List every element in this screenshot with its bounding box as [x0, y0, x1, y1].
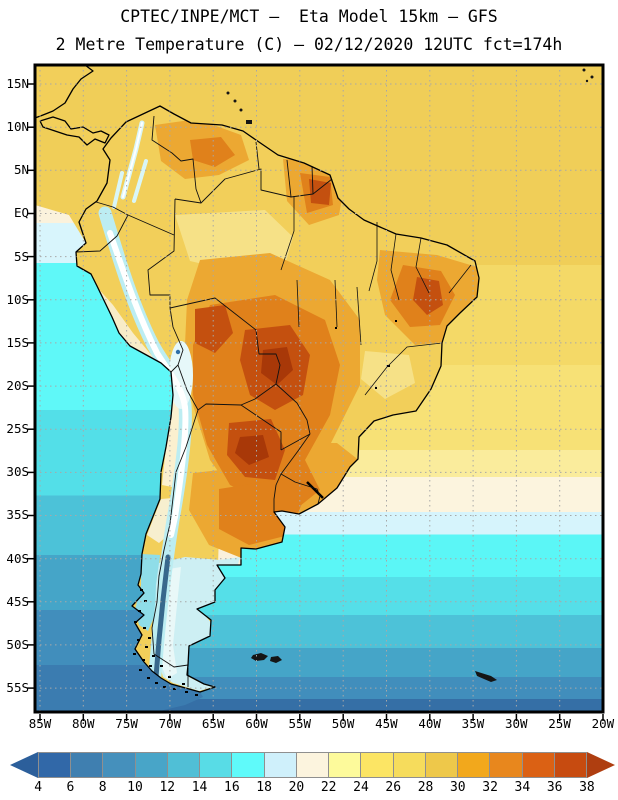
lon-label: 25W: [548, 716, 571, 731]
lat-label: 5N: [13, 162, 29, 178]
colorbar-tick-label: 18: [256, 780, 272, 795]
lat-label: 45S: [6, 593, 29, 609]
coastline: [34, 64, 480, 693]
title-line-2: 2 Metre Temperature (C) — 02/12/2020 12U…: [55, 35, 563, 54]
colorbar-tick-label: 24: [353, 780, 369, 795]
country-borders: [75, 115, 333, 687]
colorbar-tick-label: 38: [579, 780, 595, 795]
cape-verde-islands: [582, 68, 586, 72]
lon-label: 80W: [72, 716, 95, 731]
colorbar-segment: [521, 753, 554, 777]
colorbar-labels: 4 6 8 10 12 14 16 18 20 22 24 26 28 30 32 34 36 38: [22, 780, 603, 796]
colorbar-tick-label: 20: [288, 780, 305, 795]
colorbar-segment: [457, 753, 490, 777]
colorbar-segment: [328, 753, 361, 777]
lon-label: 45W: [375, 716, 398, 731]
lat-label: 10S: [6, 291, 29, 307]
colorbar: [38, 752, 587, 778]
lon-label: 30W: [504, 716, 528, 731]
lat-label: EQ: [13, 205, 29, 221]
fjord-speckles: [133, 589, 198, 696]
lon-label: 40W: [418, 716, 441, 731]
colorbar-segment: [553, 753, 586, 777]
map-border: [33, 63, 605, 714]
lat-label: 55S: [6, 679, 29, 695]
south-georgia-island: [475, 671, 497, 682]
lake-titicaca: [175, 349, 181, 355]
axis-ticks: [27, 83, 604, 721]
longitude-axis: 85W 80W 75W 70W 65W 60W 55W 50W 45W 40W 35W 30W 25W 2…: [22, 716, 618, 732]
falkland-islands: [251, 653, 268, 661]
lat-label: 30S: [6, 464, 29, 480]
colorbar-tick-label: 28: [417, 780, 434, 795]
colorbar-segment: [360, 753, 393, 777]
colorbar-segment: [199, 753, 232, 777]
colorbar-segment: [102, 753, 135, 777]
colorbar-segment: [166, 753, 200, 777]
colorbar-tick-label: 16: [224, 780, 240, 795]
map-canvas: [27, 63, 605, 721]
colorbar-tick-label: 34: [514, 780, 531, 795]
antilles-islands: [226, 91, 230, 95]
colorbar-arrow-low: [10, 752, 38, 778]
lon-label: 60W: [245, 716, 268, 731]
colorbar-tick-label: 30: [449, 780, 466, 795]
colorbar-arrow-high: [587, 752, 615, 778]
lon-label: 65W: [201, 716, 225, 731]
colorbar-segment: [70, 753, 103, 777]
title-line-1: CPTEC/INPE/MCT — Eta Model 15km — GFS: [120, 7, 498, 26]
pacific-cold-water: [35, 205, 203, 712]
colorbar-tick-label: 36: [546, 780, 563, 795]
lon-label: 50W: [331, 716, 355, 731]
lat-label: 5S: [13, 248, 29, 264]
lon-label: 20W: [591, 716, 615, 731]
colorbar-tick-label: 4: [34, 780, 43, 795]
lagoa-dos-patos: [306, 481, 324, 499]
colorbar-tick-label: 14: [191, 780, 208, 795]
colorbar-tick-label: 22: [320, 780, 337, 795]
colorbar-tick-label: 10: [127, 780, 143, 795]
lat-label: 20S: [6, 377, 29, 393]
colorbar-tick-label: 8: [98, 780, 107, 795]
colorbar-tick-label: 12: [159, 780, 176, 795]
andes-range: [98, 120, 193, 682]
lat-label: 35S: [6, 507, 29, 523]
colorbar-segment: [424, 753, 458, 777]
lon-label: 35W: [461, 716, 485, 731]
colorbar-tick-label: 26: [385, 780, 402, 795]
colorbar-segment: [39, 753, 71, 777]
colorbar-segment: [295, 753, 329, 777]
colorbar-segment: [263, 753, 296, 777]
lat-label: 40S: [6, 550, 29, 566]
colorbar-segment: [134, 753, 167, 777]
colorbar-segment: [231, 753, 264, 777]
islands: [226, 68, 594, 682]
latitude-axis: 15N 10N 5N EQ 5S 10S 15S 20S 25S 30S 35S 40S 45S 50S 5…: [0, 76, 32, 696]
lat-label: 10N: [6, 119, 29, 135]
colorbar-tick-label: 6: [66, 780, 75, 795]
lon-label: 85W: [28, 716, 52, 731]
colorbar-segment: [489, 753, 522, 777]
lat-label: 15S: [6, 334, 29, 350]
colorbar-tick-label: 32: [482, 780, 498, 795]
lat-label: 25S: [6, 421, 29, 437]
colorbar-segment: [392, 753, 425, 777]
lon-label: 75W: [115, 716, 138, 731]
lon-label: 70W: [158, 716, 182, 731]
lat-label: 50S: [6, 636, 29, 652]
lon-label: 55W: [288, 716, 312, 731]
lat-label: 15N: [6, 76, 29, 91]
